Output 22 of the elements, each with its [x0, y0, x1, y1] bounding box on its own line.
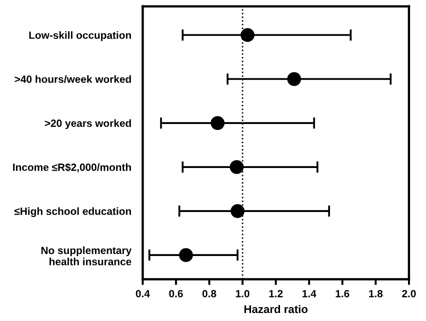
y-tick-label: Low-skill occupation — [29, 31, 131, 41]
x-tick-label: 0.6 — [169, 290, 183, 298]
x-tick-label: 1.2 — [269, 290, 283, 298]
x-tick-label: 0.4 — [136, 290, 150, 298]
x-tick-label: 2.0 — [402, 290, 416, 298]
point — [230, 160, 244, 174]
point — [240, 28, 254, 42]
y-tick-label: Income ≤R$2,000/month — [13, 163, 131, 172]
point — [287, 72, 302, 86]
y-tick-label: No supplementary health insurance — [41, 246, 132, 266]
y-tick-label: >20 years worked — [44, 119, 131, 129]
point — [179, 248, 193, 262]
y-tick-label: ≤High school education — [14, 207, 131, 218]
point — [210, 116, 225, 130]
y-tick-label: >40 hours/week worked — [14, 75, 131, 84]
x-tick-label: 1.6 — [336, 290, 350, 298]
x-tick-label: 1.4 — [302, 290, 316, 298]
point — [230, 204, 245, 218]
x-tick-label: 0.8 — [202, 290, 216, 298]
x-tick-label: 1.8 — [369, 290, 383, 298]
x-tick-label: 1.0 — [236, 290, 250, 298]
x-axis-title: Hazard ratio — [244, 304, 308, 314]
